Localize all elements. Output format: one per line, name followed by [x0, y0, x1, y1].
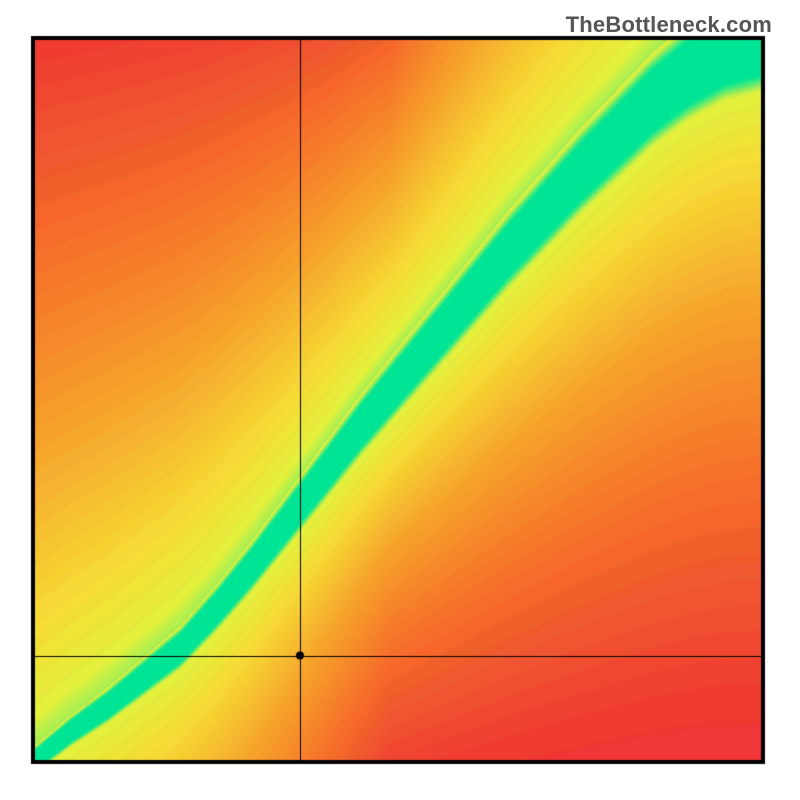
watermark: TheBottleneck.com	[566, 12, 772, 38]
bottleneck-heatmap	[0, 0, 800, 800]
